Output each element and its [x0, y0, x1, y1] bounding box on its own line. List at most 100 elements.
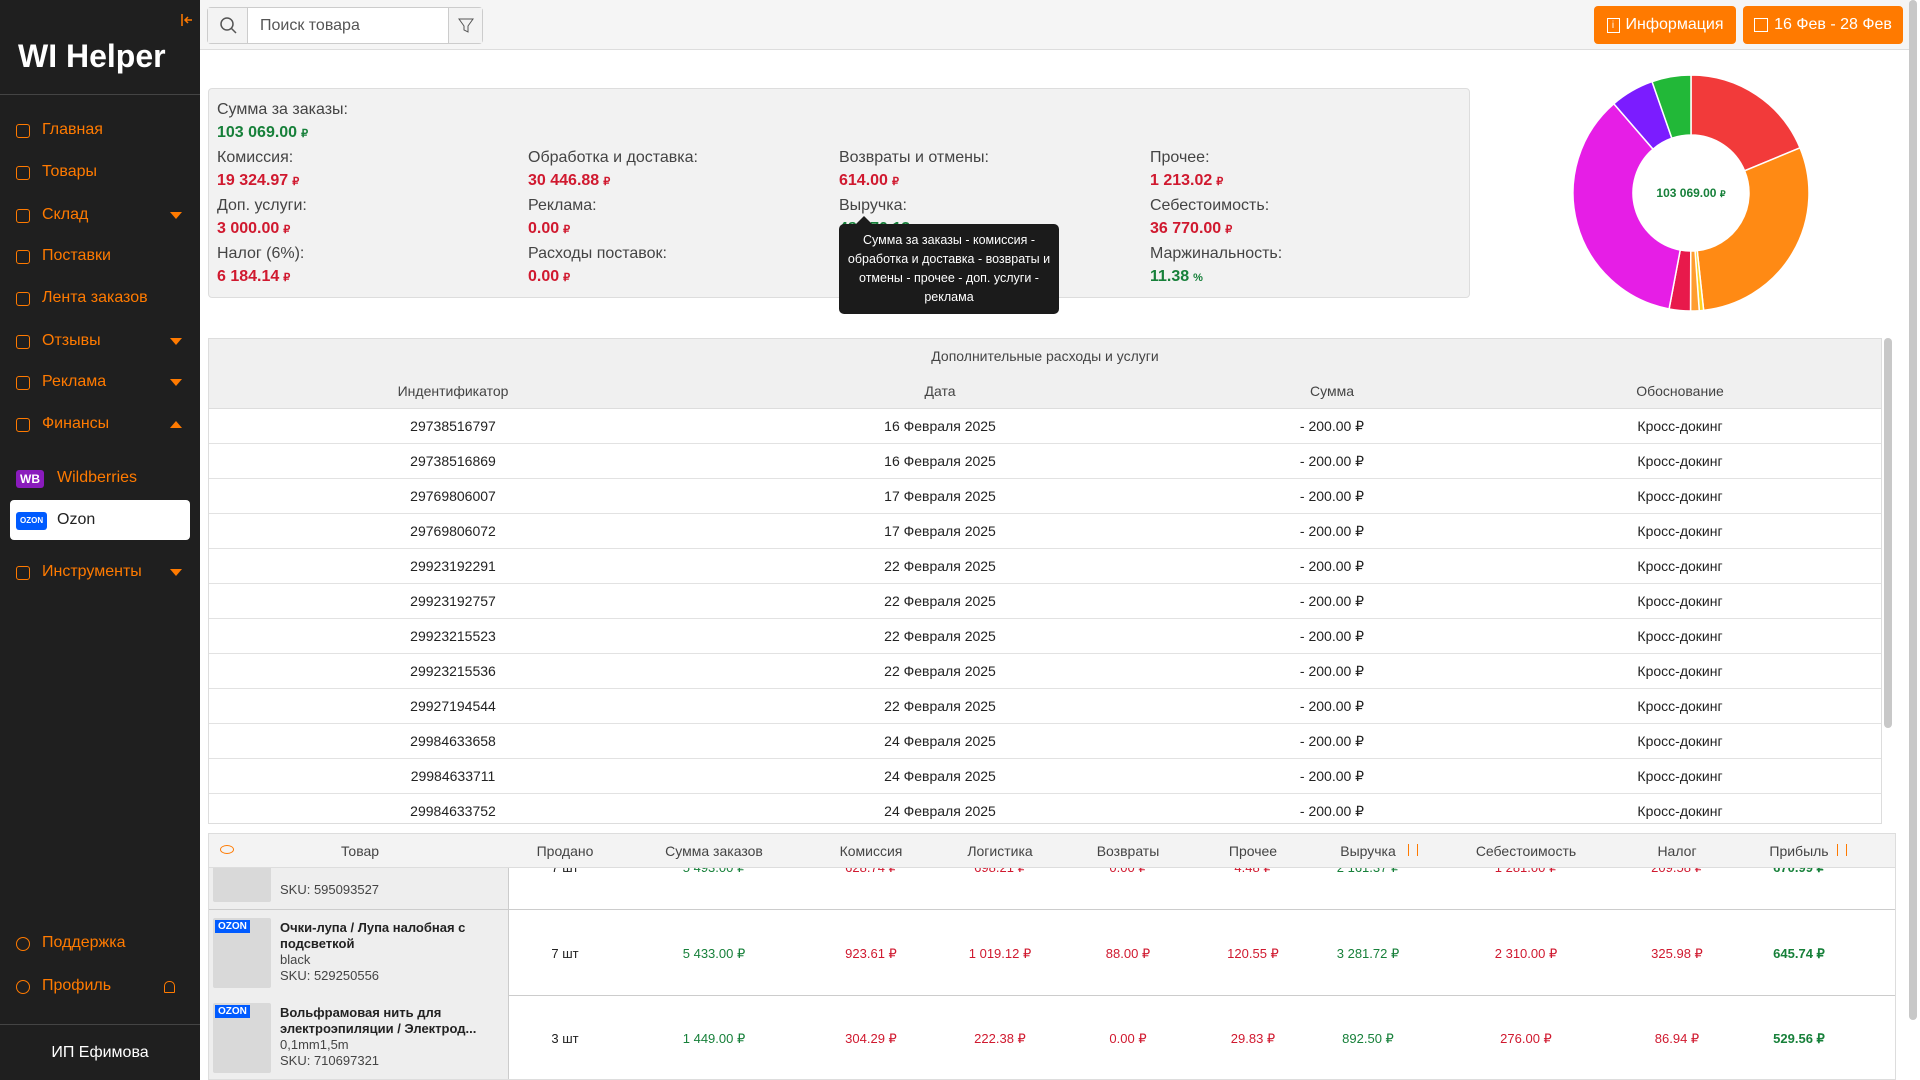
table-cell: 22 Февраля 2025	[884, 698, 996, 714]
search-box[interactable]: Поиск товара	[207, 7, 483, 44]
search-placeholder: Поиск товара	[260, 17, 360, 35]
column-header[interactable]: Выручка	[1340, 843, 1396, 859]
value-unit: ₽	[1216, 176, 1223, 188]
value-text: 30 446.88	[528, 172, 599, 189]
nav-arrow[interactable]	[170, 338, 182, 345]
column-header: Индентификатор	[398, 383, 509, 399]
nav-icon	[16, 418, 30, 432]
table-cell: 29923215536	[410, 663, 496, 679]
product-name: Вольфрамовая нить для электроэпиляции / …	[280, 1005, 505, 1037]
nav-icon	[16, 166, 30, 180]
table-cell: 29769806072	[410, 523, 496, 539]
nav-item[interactable]: Главная	[42, 121, 103, 139]
value-unit: ₽	[283, 272, 290, 284]
filter-icon[interactable]	[448, 8, 482, 43]
ozon-badge: OZON	[215, 1005, 250, 1018]
table-cell: 22 Февраля 2025	[884, 558, 996, 574]
summary-value: 614.00 ₽	[839, 172, 899, 190]
table-cell: Кросс-докинг	[1637, 488, 1722, 504]
product-value: 304.29 ₽	[845, 1031, 897, 1047]
info-button[interactable]: iИнформация	[1594, 6, 1736, 44]
value-text: 0.00	[528, 220, 559, 237]
table-cell: 22 Февраля 2025	[884, 593, 996, 609]
table-cell: 29923192757	[410, 593, 496, 609]
nav-item[interactable]: Товары	[42, 163, 97, 181]
summary-value: 3 000.00₽	[217, 220, 290, 238]
table-cell: 17 Февраля 2025	[884, 523, 996, 539]
sort-icon[interactable]	[1408, 844, 1418, 856]
sidebar: WI Helper Главная Товары Склад Поставки Лент…	[0, 0, 200, 1080]
column-header[interactable]: Прибыль	[1769, 843, 1828, 859]
nav-item[interactable]: Инструменты	[42, 563, 142, 581]
app-title: WI Helper	[18, 38, 166, 75]
marketplace-badge: WB	[16, 470, 44, 488]
value-unit: ₽	[563, 272, 570, 284]
nav-item[interactable]: Профиль	[42, 977, 111, 995]
nav-item[interactable]: Отзывы	[42, 332, 101, 350]
summary-label: Налог (6%):	[217, 245, 304, 263]
bell-icon[interactable]	[164, 981, 175, 993]
table-cell: 17 Февраля 2025	[884, 488, 996, 504]
nav-arrow[interactable]	[170, 421, 182, 428]
column-header: Логистика	[967, 843, 1032, 859]
summary-value: 1 213.02₽	[1150, 172, 1223, 190]
table-cell: Кросс-докинг	[1637, 628, 1722, 644]
nav-arrow[interactable]	[170, 212, 182, 219]
date-button[interactable]: 16 Фев - 28 Фев	[1743, 6, 1903, 44]
summary-label: Доп. услуги:	[217, 197, 307, 215]
search-icon	[208, 8, 248, 43]
value-text: 614.00	[839, 172, 888, 189]
table-cell: Кросс-докинг	[1637, 698, 1722, 714]
nav-arrow[interactable]	[170, 379, 182, 386]
summary-value: 36 770.00₽	[1150, 220, 1232, 238]
marketplace-name[interactable]: Ozon	[57, 511, 95, 529]
marketplace-badge: OZON	[16, 512, 47, 530]
product-value: 0.00 ₽	[1109, 1031, 1146, 1047]
value-unit: ₽	[892, 176, 899, 188]
value-text: 0.00	[528, 268, 559, 285]
donut-segment[interactable]	[1697, 148, 1809, 310]
row-divider	[209, 793, 1881, 794]
summary-label: Обработка и доставка:	[528, 149, 698, 167]
nav-icon	[16, 124, 30, 138]
collapse-icon[interactable]	[178, 12, 194, 28]
nav-item[interactable]: Поставки	[42, 247, 111, 265]
row-divider	[209, 758, 1881, 759]
nav-item[interactable]: Лента заказов	[42, 289, 148, 307]
value-text: 6 184.14	[217, 268, 279, 285]
table-cell: - 200.00 ₽	[1300, 488, 1364, 505]
nav-item[interactable]: Поддержка	[42, 934, 125, 952]
nav-icon	[16, 980, 30, 994]
row-divider	[209, 443, 1881, 444]
scrollbar[interactable]	[1884, 338, 1892, 728]
nav-item[interactable]: Финансы	[42, 415, 109, 433]
nav-item[interactable]: Реклама	[42, 373, 106, 391]
table-cell: 24 Февраля 2025	[884, 803, 996, 819]
eye-icon[interactable]	[220, 845, 234, 854]
table-cell: - 200.00 ₽	[1300, 418, 1364, 435]
center-part: 103 069.00	[1656, 186, 1716, 200]
product-value: 529.56 ₽	[1773, 1031, 1825, 1047]
scrollbar[interactable]	[1909, 0, 1917, 1020]
value-unit: ₽	[301, 128, 308, 140]
nav-item[interactable]: Склад	[42, 206, 88, 224]
divider	[0, 94, 200, 95]
marketplace-name[interactable]: Wildberries	[57, 469, 137, 487]
column-header: Дата	[924, 383, 955, 399]
table-cell: - 200.00 ₽	[1300, 663, 1364, 680]
value-text: 103 069.00	[217, 124, 297, 141]
value-text: 36 770.00	[1150, 220, 1221, 237]
extra-table: Дополнительные расходы и услугиИндентифи…	[208, 338, 1882, 824]
product-variant: 0,1mm1,5m	[280, 1037, 349, 1052]
table-cell: Кросс-докинг	[1637, 523, 1722, 539]
sort-icon[interactable]	[1837, 844, 1847, 856]
summary-value: 6 184.14 ₽	[217, 268, 290, 286]
table-cell: 29923215523	[410, 628, 496, 644]
value-unit: ₽	[563, 224, 570, 236]
date-button-text: 16 Фев - 28 Фев	[1774, 16, 1892, 34]
column-header: Обоснование	[1636, 383, 1724, 399]
nav-arrow[interactable]	[170, 569, 182, 576]
summary-value: 19 324.97₽	[217, 172, 299, 190]
